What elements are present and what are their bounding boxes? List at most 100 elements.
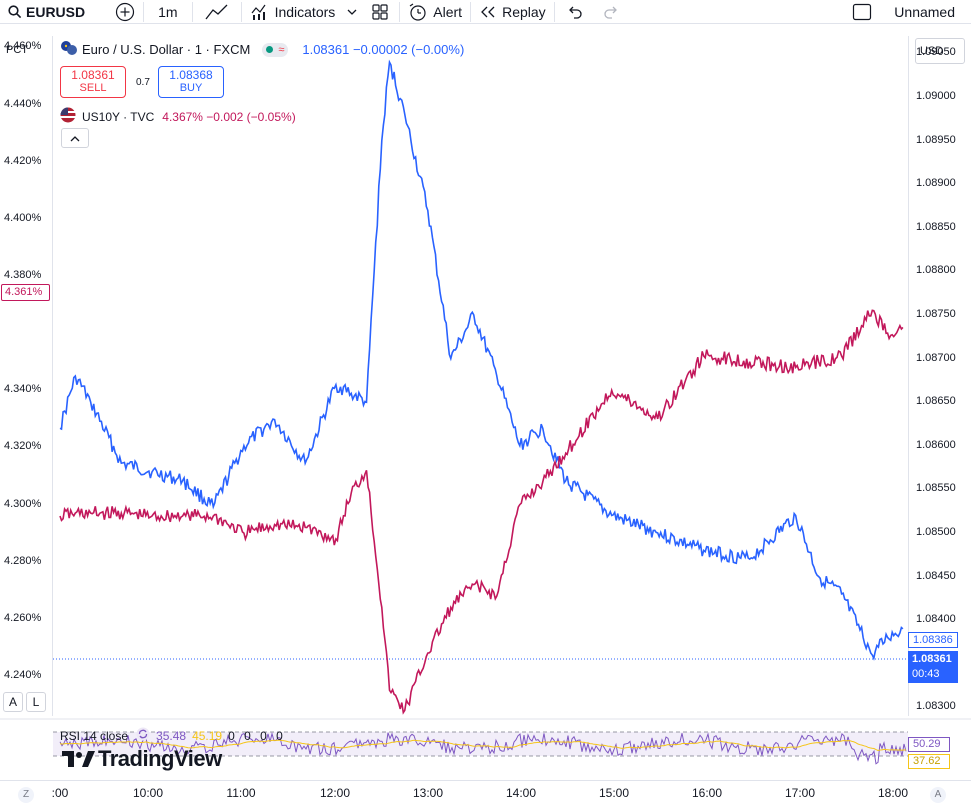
chart-type-button[interactable] bbox=[193, 0, 241, 24]
left-price-scale[interactable]: PCT bbox=[0, 36, 53, 716]
time-axis[interactable]: Z :00 10:00 11:00 12:00 13:00 14:00 15:00 16:00… bbox=[0, 780, 971, 806]
toolbar-divider bbox=[399, 1, 401, 22]
spread-value: 0.7 bbox=[136, 77, 150, 88]
left-tick-label: 4.460% bbox=[4, 40, 42, 53]
toolbar-divider bbox=[470, 1, 472, 22]
indicators-label: Indicators bbox=[274, 3, 336, 20]
plus-circle-icon bbox=[115, 2, 135, 22]
indicators-button[interactable]: Indicators bbox=[242, 0, 344, 24]
rsi-legend[interactable]: RSI 14 close 35.48 45.19 0 0 0 0 bbox=[60, 727, 286, 744]
left-tick-label: 4.260% bbox=[4, 611, 42, 624]
sell-price: 1.08361 bbox=[71, 68, 115, 82]
indicator-templates-dropdown[interactable] bbox=[343, 0, 361, 24]
search-icon bbox=[8, 4, 22, 19]
line-chart-icon bbox=[205, 3, 229, 21]
left-tick-label: 4.280% bbox=[4, 554, 42, 567]
chevron-down-icon bbox=[347, 7, 357, 17]
compare-button[interactable] bbox=[107, 0, 143, 24]
time-tick-label: 11:00 bbox=[226, 786, 256, 800]
toolbar-right: Unnamed bbox=[838, 0, 971, 24]
time-tick-label: 13:00 bbox=[412, 786, 444, 800]
left-tick-label: 4.440% bbox=[4, 97, 42, 110]
rsi-value-tag: 50.29 bbox=[908, 737, 950, 752]
layouts-button[interactable] bbox=[361, 0, 399, 24]
left-tick-label: 4.340% bbox=[4, 383, 42, 396]
right-tick-label: 1.08550 bbox=[916, 482, 956, 495]
chevron-up-icon bbox=[70, 131, 80, 146]
us10y-line[interactable] bbox=[59, 309, 904, 715]
data-loading-icon bbox=[136, 727, 150, 744]
right-tick-label: 1.08500 bbox=[916, 525, 956, 538]
layout-name-button[interactable]: Unnamed bbox=[894, 3, 955, 20]
indicators-icon bbox=[250, 3, 270, 21]
alert-button[interactable]: Alert bbox=[400, 0, 470, 24]
fullscreen-toggle[interactable] bbox=[838, 0, 886, 24]
auto-scale-button[interactable]: A bbox=[3, 692, 23, 712]
left-tick-label: 4.240% bbox=[4, 669, 42, 681]
redo-icon bbox=[603, 5, 619, 19]
currency-flags-icon bbox=[60, 40, 78, 59]
buy-label: BUY bbox=[179, 82, 203, 94]
right-tick-label: 1.08950 bbox=[916, 133, 956, 146]
log-scale-button[interactable]: L bbox=[26, 692, 46, 712]
grid-layout-icon bbox=[371, 3, 389, 21]
alert-label: Alert bbox=[433, 3, 463, 20]
right-tick-label: 1.08900 bbox=[916, 177, 956, 190]
tradingview-logo[interactable]: TradingView bbox=[62, 746, 222, 772]
left-tick-label: 4.420% bbox=[4, 154, 42, 167]
toolbar-divider bbox=[191, 1, 193, 22]
right-tick-label: 1.08450 bbox=[916, 569, 956, 582]
main-series-title: Euro / U.S. Dollar · 1 · FXCM bbox=[82, 42, 251, 57]
rsi-extra-values: 0 0 0 0 bbox=[228, 728, 286, 743]
legend-collapse-button[interactable] bbox=[61, 128, 89, 148]
right-tick-label: 1.09050 bbox=[916, 46, 956, 59]
data-delay-icon: ≈ bbox=[278, 43, 285, 56]
time-tick-label: :00 bbox=[51, 786, 69, 800]
market-status-pill[interactable]: ≈ bbox=[262, 42, 289, 57]
undo-button[interactable] bbox=[555, 0, 595, 24]
eurusd-line[interactable] bbox=[59, 59, 904, 661]
interval-button[interactable]: 1m bbox=[158, 3, 178, 20]
toolbar-divider bbox=[143, 1, 145, 22]
left-scale-unit[interactable]: PCT bbox=[2, 38, 32, 64]
time-tick-label: 17:00 bbox=[784, 786, 816, 800]
right-tick-label: 1.08600 bbox=[916, 438, 956, 451]
symbol-label: EURUSD bbox=[26, 3, 86, 20]
alarm-clock-icon bbox=[408, 2, 428, 22]
compare-series-legend[interactable]: US10Y · TVC 4.367% −0.002 (−0.05%) bbox=[60, 107, 296, 126]
rsi-ma-value: 45.19 bbox=[192, 728, 223, 743]
market-open-dot-icon bbox=[266, 46, 274, 53]
last-price-value: 1.08361 bbox=[912, 653, 952, 665]
buy-button[interactable]: 1.08368 BUY bbox=[158, 66, 224, 98]
top-toolbar: EURUSD 1m Indicators Alert bbox=[0, 0, 971, 24]
timezone-button[interactable]: Z bbox=[18, 787, 34, 803]
main-series-legend[interactable]: Euro / U.S. Dollar · 1 · FXCM ≈ 1.08361 … bbox=[60, 40, 464, 59]
sell-label: SELL bbox=[79, 82, 107, 94]
right-tick-label: 1.08750 bbox=[916, 307, 956, 320]
sell-button[interactable]: 1.08361 SELL bbox=[60, 66, 126, 98]
time-tick-label: 18:00 bbox=[877, 786, 909, 800]
bar-countdown: 00:43 bbox=[912, 668, 940, 680]
left-tick-label: 4.300% bbox=[4, 497, 42, 510]
undo-icon bbox=[567, 5, 583, 19]
square-icon bbox=[852, 3, 872, 21]
us10y-price-tag: 4.361% bbox=[1, 284, 50, 301]
buy-price: 1.08368 bbox=[169, 68, 213, 82]
replay-button[interactable]: Replay bbox=[471, 0, 554, 24]
time-tick-label: 10:00 bbox=[132, 786, 164, 800]
rsi-band bbox=[53, 732, 908, 756]
left-tick-label: 4.380% bbox=[4, 269, 42, 281]
right-price-scale[interactable]: USD bbox=[908, 36, 971, 716]
time-tick-label: 12:00 bbox=[319, 786, 351, 800]
redo-button[interactable] bbox=[595, 0, 627, 24]
auto-button[interactable]: A bbox=[930, 787, 946, 803]
compare-series-name: US10Y · TVC bbox=[82, 109, 155, 124]
right-scale-unit[interactable]: USD bbox=[915, 38, 965, 64]
rsi-name: RSI 14 close bbox=[60, 728, 129, 743]
tradingview-logo-mark bbox=[62, 751, 95, 767]
compare-series-values: 4.367% −0.002 (−0.05%) bbox=[162, 109, 296, 124]
symbol-search[interactable]: EURUSD bbox=[0, 0, 93, 24]
time-tick-label: 15:00 bbox=[598, 786, 630, 800]
us-flag-icon bbox=[60, 107, 76, 126]
